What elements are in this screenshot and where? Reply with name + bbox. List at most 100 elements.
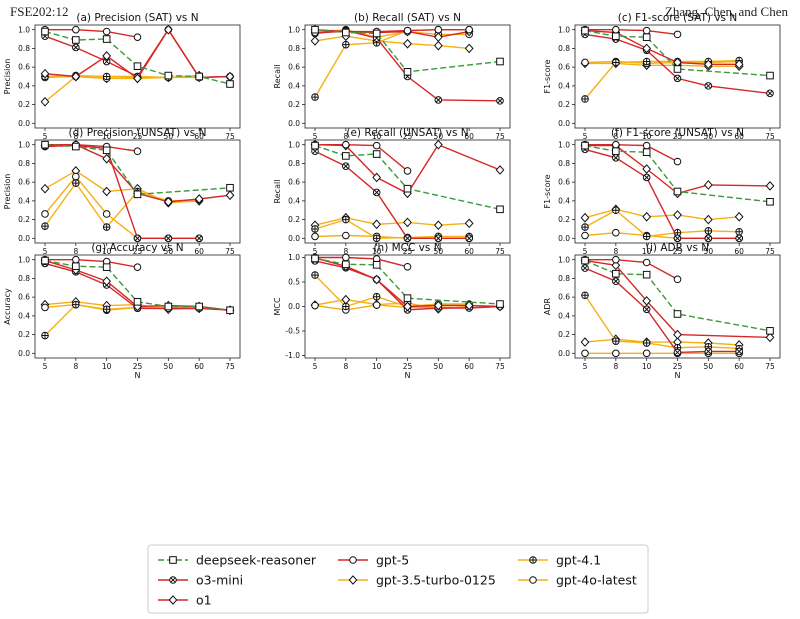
data-point-deepseek-reasoner bbox=[72, 142, 80, 151]
data-point-o1 bbox=[765, 181, 775, 191]
data-point-gpt-4.1 bbox=[72, 300, 80, 309]
data-point-o1 bbox=[703, 180, 713, 190]
data-point-gpt-5 bbox=[434, 25, 443, 34]
data-point-deepseek-reasoner bbox=[372, 29, 381, 38]
data-point-o3-mini bbox=[102, 57, 111, 66]
data-point-gpt-3.5-turbo-0125 bbox=[642, 211, 652, 222]
data-point-deepseek-reasoner bbox=[496, 205, 504, 214]
y-tick-label: 0.8 bbox=[558, 274, 570, 283]
subplot-3: (c) F1-score (SAT) vs N 0.0 0.2 0.4 0.6 0.8 1.… bbox=[543, 12, 781, 141]
data-point-gpt-4.1 bbox=[612, 337, 620, 345]
x-tick-label: 5 bbox=[583, 362, 588, 371]
data-point-gpt-4.1 bbox=[342, 215, 350, 224]
data-point-o3-mini bbox=[403, 234, 412, 243]
series-line-gpt-4.1 bbox=[314, 218, 470, 240]
data-point-o1 bbox=[433, 300, 443, 311]
data-point-deepseek-reasoner bbox=[226, 183, 234, 192]
series-line-o3-mini bbox=[584, 148, 740, 239]
subplot-4: (d) Precision (UNSAT) vs N 0.0 0.2 0.4 0.6 0.… bbox=[3, 127, 241, 256]
data-point-deepseek-reasoner bbox=[41, 140, 49, 149]
data-point-deepseek-reasoner bbox=[612, 32, 620, 41]
data-point-o1 bbox=[225, 190, 235, 201]
data-point-deepseek-reasoner bbox=[642, 270, 651, 279]
data-point-gpt-5 bbox=[612, 25, 620, 34]
data-point-deepseek-reasoner bbox=[133, 190, 142, 199]
subplot-title: (e) Recall (UNSAT) vs N bbox=[346, 127, 468, 139]
x-tick-label: 8 bbox=[343, 247, 348, 256]
legend-marker bbox=[529, 576, 537, 584]
x-tick-label: 25 bbox=[403, 247, 413, 256]
series-line-gpt-5 bbox=[45, 144, 138, 152]
y-tick-label: 0.2 bbox=[288, 100, 300, 109]
data-point-gpt-3.5-turbo-0125 bbox=[403, 38, 412, 49]
data-point-o3-mini bbox=[673, 74, 682, 83]
data-point-gpt-5 bbox=[465, 25, 473, 34]
data-point-deepseek-reasoner bbox=[496, 300, 504, 308]
y-tick-label: 0.2 bbox=[558, 215, 570, 224]
y-tick-label: 0.2 bbox=[558, 100, 570, 109]
series-line-gpt-5 bbox=[45, 259, 138, 268]
data-point-deepseek-reasoner bbox=[581, 141, 589, 150]
data-point-deepseek-reasoner bbox=[372, 261, 381, 269]
y-tick-label: 0.8 bbox=[18, 159, 30, 168]
x-tick-label: 60 bbox=[194, 247, 204, 256]
data-point-gpt-5 bbox=[642, 141, 651, 150]
data-point-gpt-5 bbox=[342, 253, 350, 262]
data-point-o1 bbox=[102, 51, 112, 61]
legend-label: gpt-3.5-turbo-0125 bbox=[376, 573, 496, 588]
series-line-gpt-4.1 bbox=[314, 274, 470, 308]
x-tick-label: 8 bbox=[343, 132, 348, 141]
data-point-gpt-4o-latest bbox=[102, 210, 111, 218]
data-point-gpt-4.1 bbox=[311, 93, 319, 101]
data-point-gpt-4o-latest bbox=[581, 231, 589, 240]
data-point-o3-mini bbox=[642, 173, 651, 182]
data-point-gpt-5 bbox=[403, 26, 412, 35]
x-tick-label: 50 bbox=[164, 132, 174, 141]
data-point-deepseek-reasoner bbox=[311, 25, 319, 34]
data-point-o3-mini bbox=[581, 264, 589, 272]
series-line-o1 bbox=[585, 144, 771, 195]
data-point-o3-mini bbox=[704, 347, 713, 356]
legend-marker bbox=[169, 556, 177, 564]
y-tick-label: 0.8 bbox=[18, 274, 30, 283]
y-tick-label: 0.2 bbox=[558, 330, 570, 339]
series-line-gpt-4.1 bbox=[314, 29, 470, 98]
series-line-gpt-3.5-turbo-0125 bbox=[584, 338, 740, 346]
data-point-gpt-4o-latest bbox=[311, 232, 319, 241]
data-point-gpt-3.5-turbo-0125 bbox=[40, 96, 50, 107]
x-tick-label: 50 bbox=[434, 247, 444, 256]
data-point-o1 bbox=[71, 71, 81, 82]
data-point-o1 bbox=[225, 71, 235, 82]
series-line-gpt-5 bbox=[315, 144, 408, 172]
subplot-title: (d) Precision (UNSAT) vs N bbox=[69, 127, 207, 139]
data-point-gpt-5 bbox=[342, 140, 350, 149]
legend: deepseek-reasoner gpt-5 gpt-4.1 o3-mini gpt-… bbox=[147, 544, 649, 614]
data-point-gpt-5 bbox=[673, 30, 682, 39]
data-point-o3-mini bbox=[372, 188, 381, 197]
legend-marker bbox=[348, 575, 358, 585]
data-point-o3-mini bbox=[465, 234, 473, 243]
x-tick-label: 25 bbox=[403, 132, 413, 141]
y-tick-label: 0.4 bbox=[288, 81, 300, 90]
y-tick-label: 1.0 bbox=[558, 140, 570, 149]
data-point-deepseek-reasoner bbox=[403, 184, 412, 193]
data-point-o1 bbox=[611, 260, 621, 271]
legend-item: gpt-4o-latest bbox=[518, 573, 637, 588]
x-tick-label: 25 bbox=[673, 362, 683, 371]
data-point-gpt-3.5-turbo-0125 bbox=[433, 40, 443, 51]
legend-item: o1 bbox=[158, 593, 212, 608]
data-point-gpt-4.1 bbox=[581, 95, 589, 103]
x-tick-label: 25 bbox=[673, 247, 683, 256]
legend-item: gpt-3.5-turbo-0125 bbox=[338, 573, 496, 588]
data-point-gpt-4o-latest bbox=[342, 231, 350, 240]
data-point-o3-mini bbox=[434, 96, 443, 104]
data-point-deepseek-reasoner bbox=[766, 71, 774, 80]
x-tick-label: 5 bbox=[43, 362, 48, 371]
y-tick-label: 0.0 bbox=[288, 119, 300, 128]
series-line-deepseek-reasoner bbox=[44, 144, 231, 196]
data-point-gpt-5 bbox=[612, 140, 620, 149]
data-point-o3-mini bbox=[766, 89, 774, 98]
data-point-o1 bbox=[642, 164, 652, 174]
y-tick-label: 0.0 bbox=[18, 349, 30, 358]
x-tick-label: 25 bbox=[673, 132, 683, 141]
